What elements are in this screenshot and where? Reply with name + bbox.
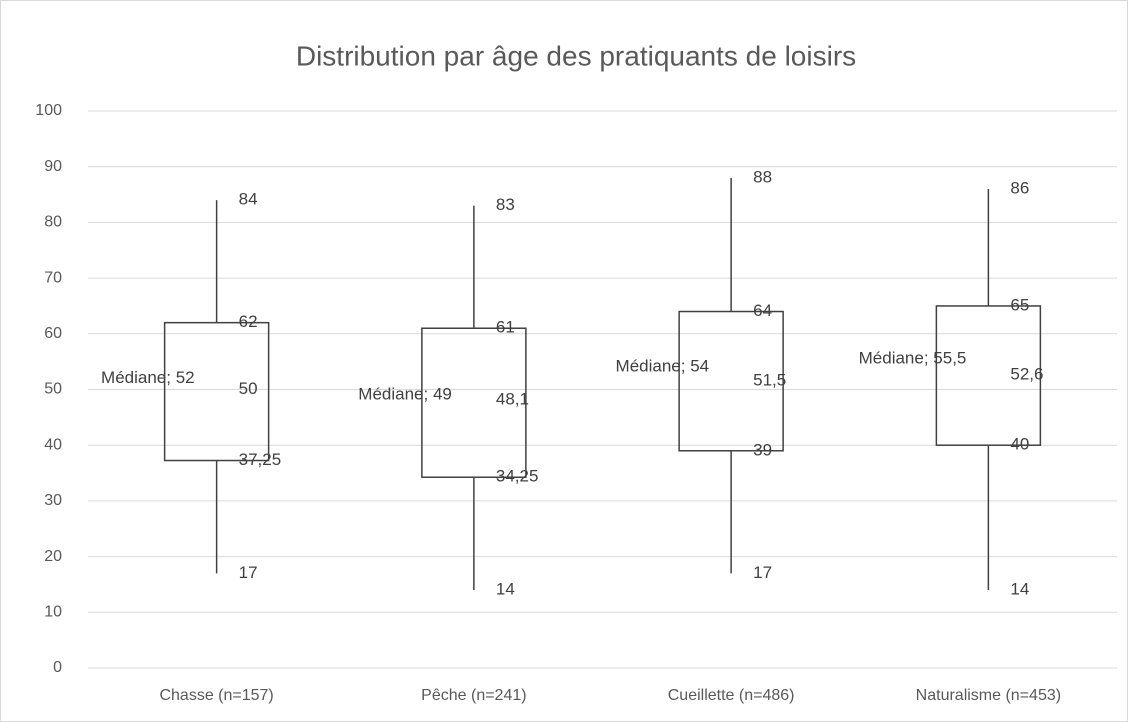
min-label: 14 [496, 580, 515, 599]
chart-title: Distribution par âge des pratiquants de … [296, 40, 856, 71]
max-label: 86 [1010, 178, 1029, 197]
mean-label: 51,5 [753, 371, 786, 390]
median-label: Médiane; 54 [616, 357, 710, 376]
box [678, 310, 784, 452]
mean-label: 50 [239, 379, 258, 398]
box [163, 321, 270, 462]
q1-label: 34,25 [496, 467, 539, 486]
mean-label: 52,6 [1010, 365, 1043, 384]
x-tick-label: Chasse (n=157) [159, 687, 273, 704]
y-tick-label: 0 [53, 659, 62, 676]
max-label: 84 [239, 190, 258, 209]
q1-label: 37,25 [239, 450, 282, 469]
y-tick-label: 40 [44, 436, 62, 453]
q3-label: 64 [753, 301, 772, 320]
max-label: 83 [496, 195, 515, 214]
x-tick-label: Pêche (n=241) [421, 687, 526, 704]
box [421, 327, 527, 478]
q3-label: 62 [239, 312, 258, 331]
y-tick-label: 80 [44, 214, 62, 231]
mean-label: 48,1 [496, 390, 529, 409]
q3-label: 61 [496, 318, 515, 337]
max-label: 88 [753, 167, 772, 186]
x-tick-label: Naturalisme (n=453) [916, 687, 1061, 704]
y-tick-label: 60 [44, 325, 62, 342]
y-tick-label: 70 [44, 269, 62, 286]
q1-label: 40 [1010, 435, 1029, 454]
y-tick-label: 90 [44, 158, 62, 175]
min-label: 17 [753, 563, 772, 582]
y-tick-label: 100 [35, 102, 62, 119]
q1-label: 39 [753, 440, 772, 459]
y-tick-label: 30 [44, 492, 62, 509]
median-label: Médiane; 52 [101, 368, 195, 387]
x-tick-label: Cueillette (n=486) [668, 687, 795, 704]
box [935, 305, 1042, 446]
q3-label: 65 [1010, 295, 1029, 314]
y-tick-label: 20 [44, 548, 62, 565]
min-label: 14 [1010, 580, 1029, 599]
y-tick-label: 50 [44, 381, 62, 398]
median-label: Médiane; 55,5 [859, 348, 967, 367]
y-tick-label: 10 [44, 604, 62, 621]
median-label: Médiane; 49 [358, 385, 452, 404]
min-label: 17 [239, 563, 258, 582]
